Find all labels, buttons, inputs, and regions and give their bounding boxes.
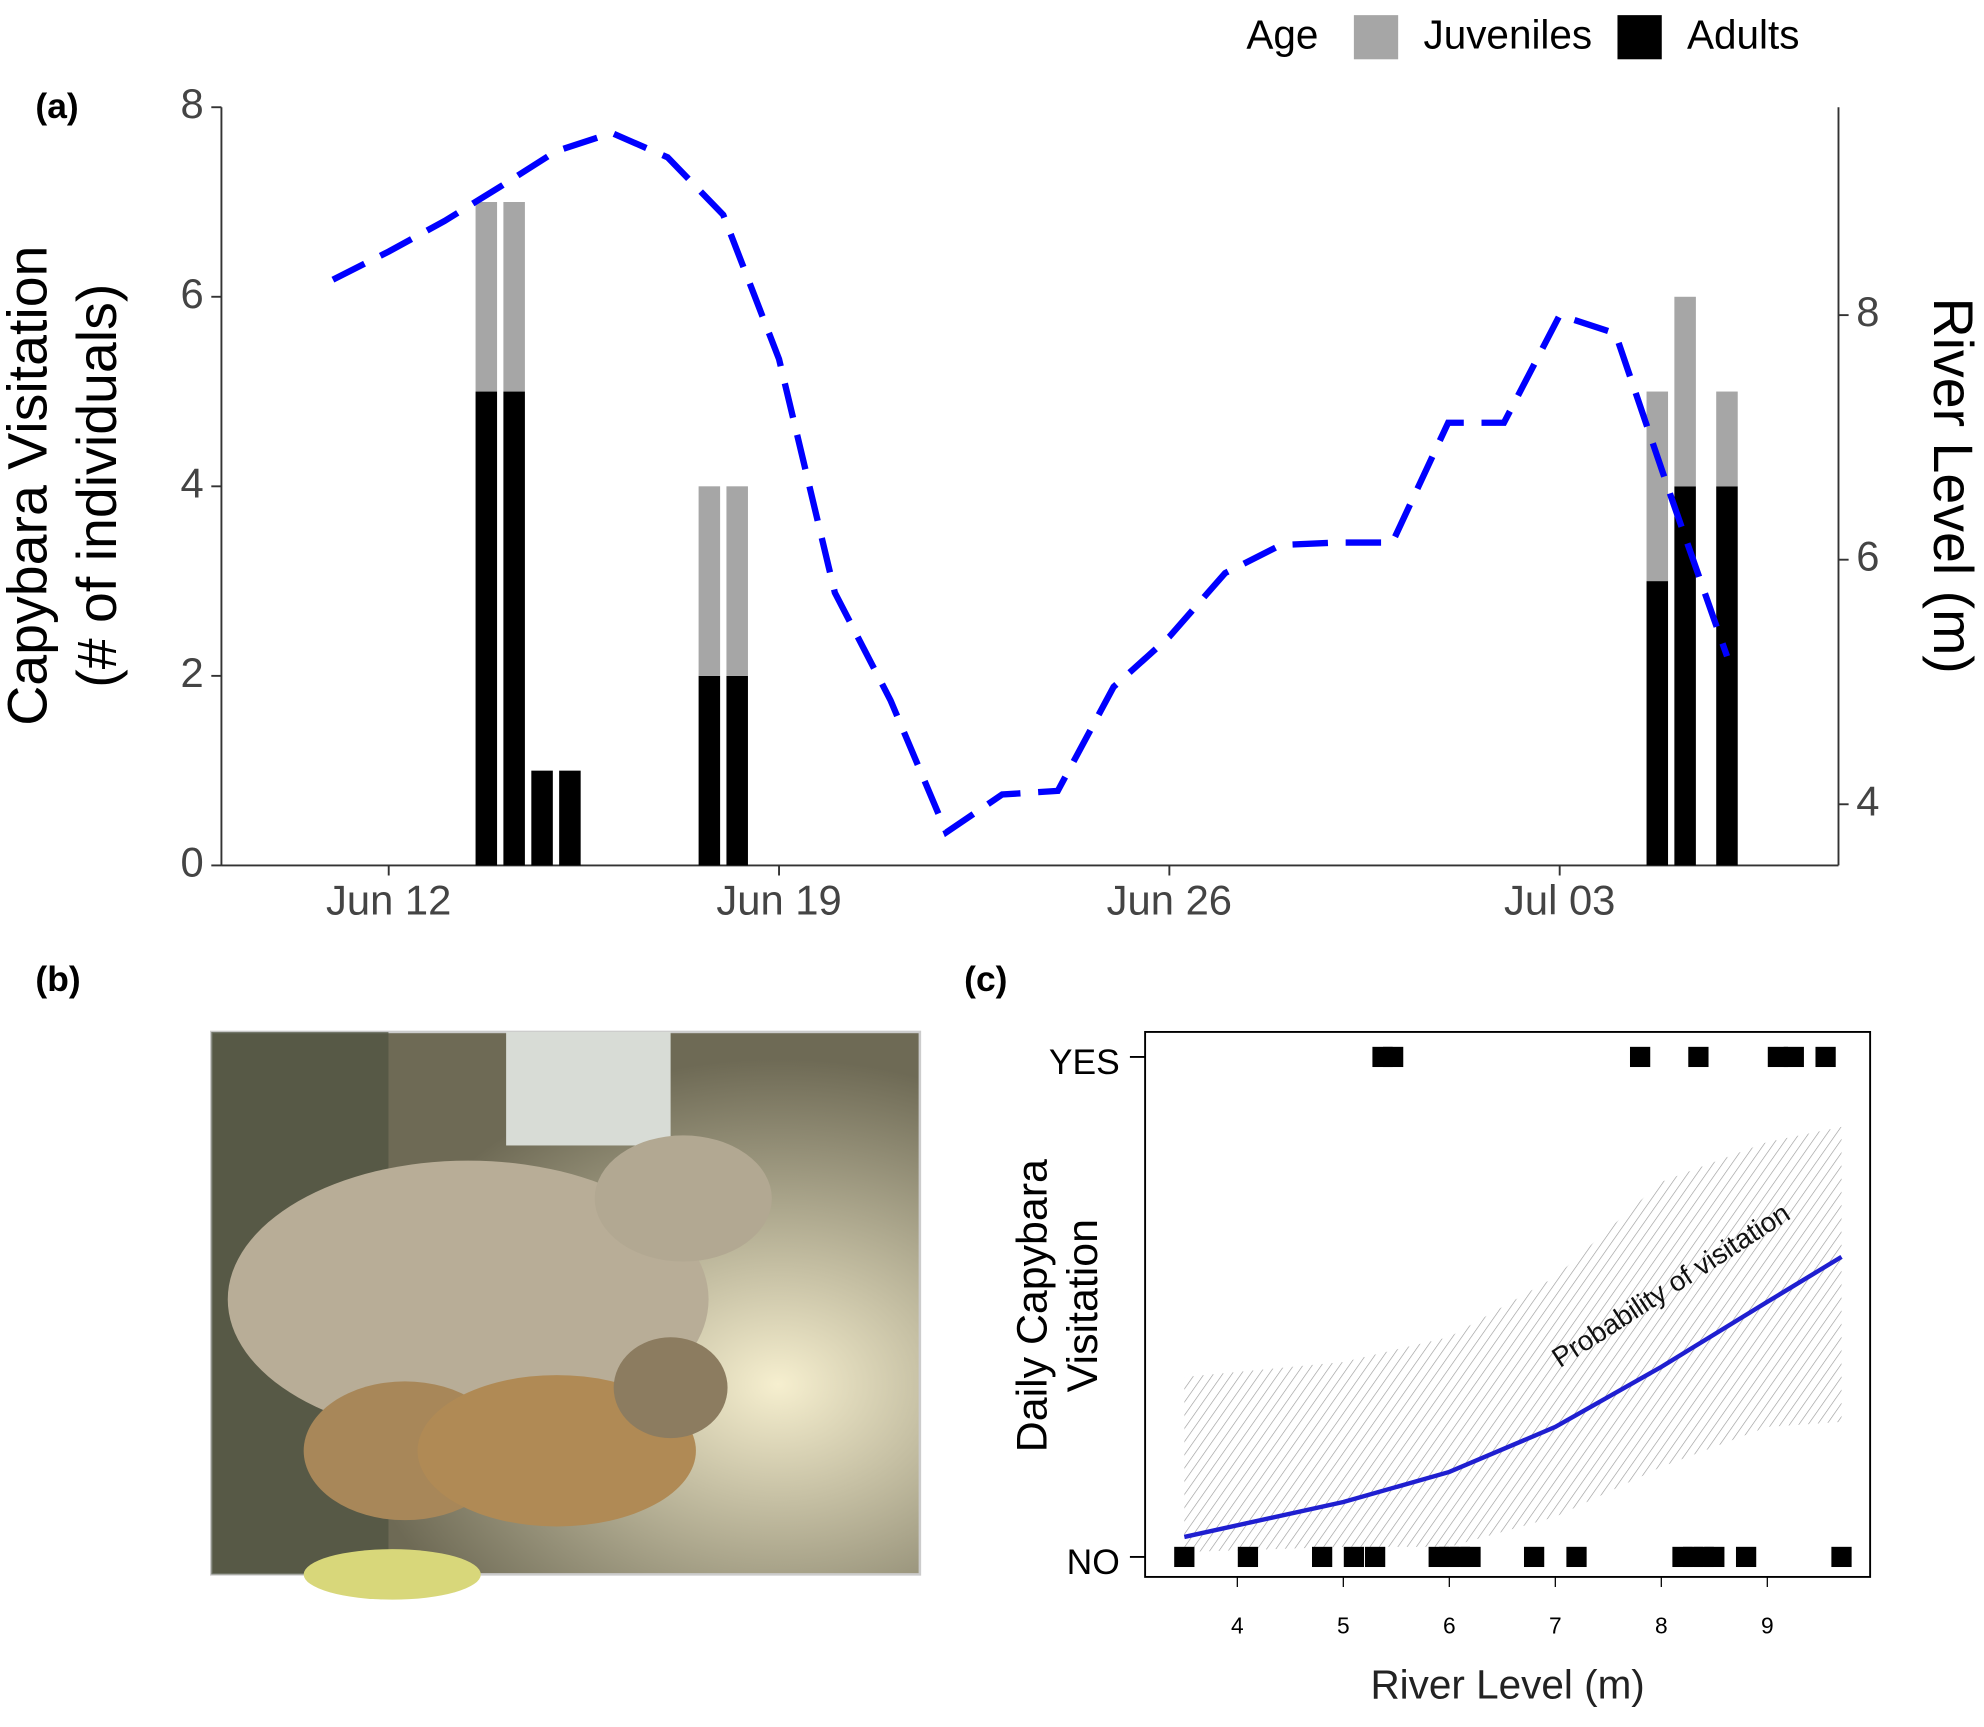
y-axis-title: (# of individuals)	[66, 284, 128, 688]
x-tick-label: Jun 26	[1107, 876, 1232, 923]
point	[1523, 1546, 1545, 1568]
x-tick-label: 9	[1761, 1612, 1774, 1638]
point	[1704, 1546, 1725, 1568]
y-tick-label: 4	[180, 459, 203, 506]
y2-tick-label: 6	[1856, 533, 1879, 580]
bar-segment	[1674, 296, 1696, 487]
bar-segment	[698, 675, 721, 866]
x-axis-title: River Level (m)	[1370, 1662, 1644, 1708]
x-tick-label: 8	[1655, 1612, 1668, 1638]
panel-label: (a)	[35, 87, 78, 126]
bar-segment	[1674, 486, 1696, 866]
bar-segment	[503, 391, 525, 866]
point	[1831, 1546, 1852, 1568]
legend-label: Juveniles	[1423, 12, 1592, 58]
x-tick-label: Jun 12	[326, 876, 451, 923]
bar-segment	[1646, 581, 1669, 866]
legend-swatch	[1353, 15, 1399, 60]
x-tick-label: 5	[1337, 1612, 1350, 1638]
point	[1629, 1046, 1651, 1068]
x-tick-label: 4	[1231, 1612, 1244, 1638]
bar-segment	[698, 486, 721, 676]
river-level-line	[331, 129, 1731, 838]
fit-line	[1183, 1254, 1843, 1540]
bar-segment	[503, 202, 525, 392]
x-tick-label: Jun 19	[716, 876, 841, 923]
legend-title: Age	[1246, 12, 1318, 58]
bar-segment	[531, 770, 553, 866]
point	[1343, 1546, 1365, 1568]
photo	[210, 1030, 922, 1600]
point	[1735, 1546, 1757, 1568]
y-tick-label: 2	[180, 649, 203, 696]
panel-label: (c)	[964, 960, 1007, 999]
point	[1460, 1546, 1481, 1568]
y2-axis-title: River Level (m)	[1922, 298, 1984, 674]
plot-frame	[1144, 1030, 1872, 1578]
panel-label: (b)	[35, 960, 80, 999]
y-tick-label: 0	[180, 838, 203, 885]
y-tick-label: 8	[180, 80, 203, 127]
legend-swatch	[1617, 15, 1662, 60]
legend-label: Adults	[1687, 12, 1799, 58]
bar-segment	[1716, 486, 1738, 866]
bar-segment	[475, 202, 498, 392]
point	[1383, 1046, 1404, 1068]
bar-segment	[726, 486, 748, 676]
y-tick-label: 6	[180, 270, 203, 317]
point	[1237, 1546, 1259, 1568]
point	[1566, 1546, 1587, 1568]
point	[1364, 1546, 1386, 1568]
y2-tick-label: 8	[1856, 288, 1879, 335]
y-tick-label: YES	[1049, 1043, 1120, 1082]
x-tick-label: 7	[1549, 1612, 1562, 1638]
bar-segment	[1716, 391, 1738, 487]
point	[1688, 1046, 1709, 1068]
y2-tick-label: 4	[1856, 777, 1879, 824]
y-axis-title: Capybara Visitation	[0, 246, 58, 726]
point	[1815, 1046, 1836, 1068]
point	[1174, 1546, 1195, 1568]
point	[1311, 1546, 1333, 1568]
confidence-band	[1184, 1126, 1842, 1552]
x-tick-label: 6	[1443, 1612, 1456, 1638]
bar-segment	[1646, 391, 1669, 582]
y-axis-title: Daily Capybara	[1008, 1159, 1056, 1452]
bar-segment	[475, 391, 498, 866]
point	[1783, 1046, 1804, 1068]
point	[1767, 1046, 1789, 1068]
bar-segment	[726, 675, 748, 866]
bar-segment	[559, 770, 581, 866]
y-tick-label: NO	[1067, 1543, 1120, 1582]
y-axis-title: Visitation	[1059, 1219, 1107, 1392]
x-tick-label: Jul 03	[1504, 876, 1615, 923]
